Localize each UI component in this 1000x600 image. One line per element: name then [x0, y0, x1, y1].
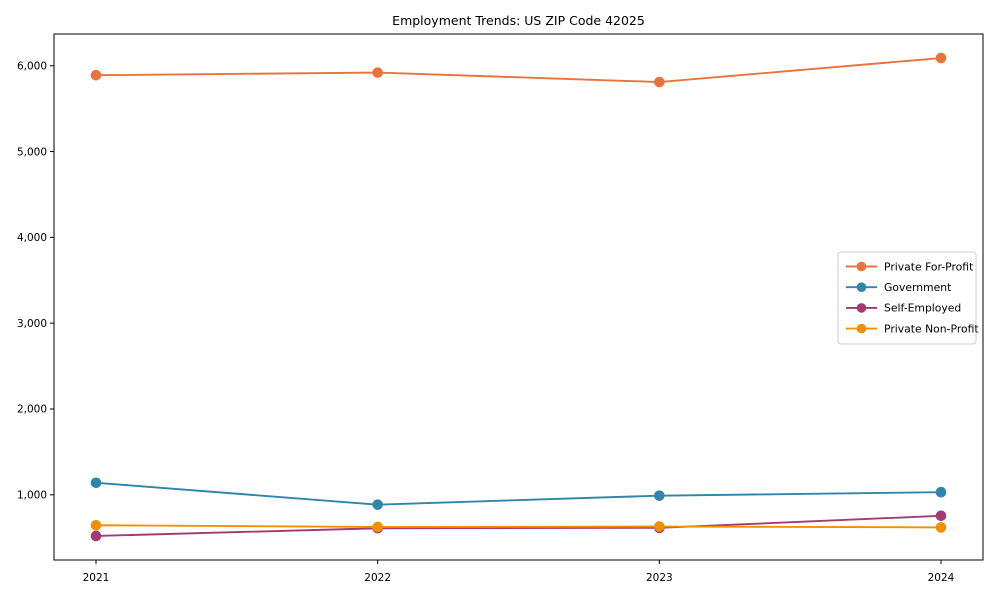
series-marker-private-non-profit [90, 519, 102, 531]
series-marker-private-for-profit [654, 76, 665, 88]
series-line-private-for-profit [95, 57, 942, 84]
series-layer [90, 52, 947, 542]
y-tick-label: 4,000 [17, 232, 47, 244]
y-tick-label: 1,000 [17, 489, 47, 501]
y-tick-label: 6,000 [17, 60, 47, 72]
legend-item-government: Government [846, 281, 951, 294]
legend-swatch-marker [856, 261, 867, 272]
series-marker-government [654, 490, 665, 501]
series-marker-government [372, 499, 383, 510]
series-marker-private-for-profit [372, 67, 383, 78]
legend-item-self-employed: Self-Employed [846, 302, 961, 315]
legend-item-private-for-profit: Private For-Profit [846, 260, 973, 273]
axes-border [53, 33, 984, 561]
x-tick-label: 2023 [646, 572, 673, 584]
series-marker-government [90, 477, 102, 489]
x-tick-label: 2022 [364, 572, 391, 584]
series-marker-private-for-profit [90, 69, 102, 81]
series-marker-private-non-profit [935, 522, 947, 533]
series-marker-private-for-profit [935, 52, 947, 64]
legend-label: Private Non-Profit [884, 322, 979, 335]
series-line-self-employed [95, 514, 942, 537]
series-marker-private-non-profit [654, 521, 665, 532]
legend-label: Self-Employed [884, 302, 961, 315]
axes-layer: 1,000 2,000 3,000 4,000 5,000 6,000 2021 2022 20… [17, 33, 984, 584]
y-tick-label: 2,000 [17, 404, 47, 416]
legend-label: Private For-Profit [884, 260, 973, 273]
series-marker-government [935, 486, 947, 498]
legend-box [837, 251, 977, 345]
y-tick-label: 3,000 [17, 318, 47, 330]
legend-swatch-marker [856, 282, 867, 293]
x-tick-label: 2024 [928, 572, 955, 584]
legend: Private For-Profit Government Self-Employe… [837, 251, 979, 345]
series-line-government [95, 481, 942, 506]
legend-label: Government [884, 281, 951, 294]
legend-item-private-non-profit: Private Non-Profit [846, 322, 979, 335]
x-tick-label: 2021 [83, 572, 110, 584]
legend-swatch-marker [856, 303, 867, 313]
legend-swatch-marker [856, 323, 867, 334]
chart-title: Employment Trends: US ZIP Code 42025 [392, 13, 645, 28]
series-marker-self-employed [935, 510, 947, 522]
series-marker-self-employed [90, 530, 102, 542]
y-tick-label: 5,000 [17, 146, 47, 158]
series-marker-private-non-profit [372, 521, 383, 533]
series-line-private-non-profit [95, 524, 942, 529]
